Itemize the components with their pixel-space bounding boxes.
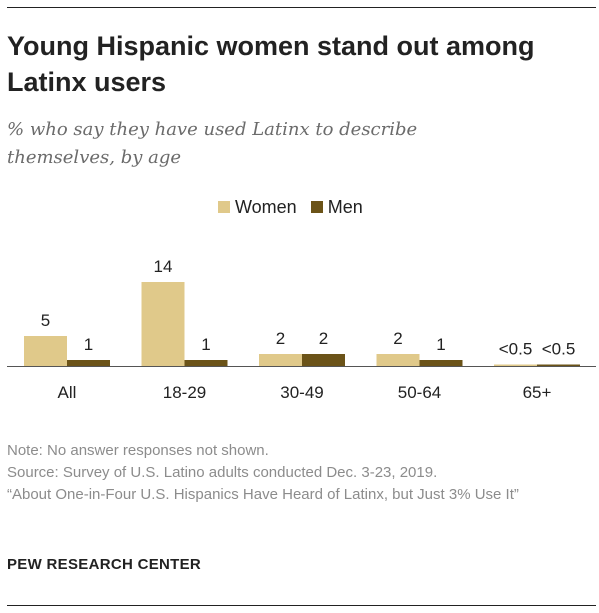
bottom-rule: [7, 605, 596, 606]
data-label-men-30-49: 2: [319, 329, 328, 348]
top-rule: [7, 7, 596, 8]
pew-logo-text: PEW RESEARCH CENTER: [7, 556, 202, 573]
category-label-all: All: [58, 383, 77, 402]
bar-men-all: [67, 360, 110, 366]
chart-subtitle: % who say they have used Latinx to descr…: [7, 119, 418, 168]
bar-men-18-29: [184, 360, 228, 366]
legend-item-men: Men: [310, 196, 363, 218]
chart-title: Young Hispanic women stand out among Lat…: [7, 31, 535, 97]
data-label-men-all: 1: [84, 335, 93, 354]
bar-chart: 5 1 All 14 1 18-29 2 2 30-49 2 1 50-64 <0.5 <0.5 65+: [7, 257, 596, 402]
report-title: “About One-in-Four U.S. Hispanics Have H…: [7, 486, 519, 503]
legend-label-men: Men: [327, 196, 363, 217]
category-label-50-64: 50-64: [398, 383, 441, 402]
legend-swatch-women: [218, 201, 230, 213]
chart-notes: Note: No answer responses not shown. Sou…: [7, 440, 597, 506]
bar-men-50-64: [419, 360, 463, 366]
legend-item-women: Women: [218, 197, 297, 218]
bar-women-50-64: [376, 354, 420, 366]
bar-men-65+: [537, 364, 580, 366]
category-label-65+: 65+: [523, 383, 552, 402]
data-label-women-50-64: 2: [393, 329, 402, 348]
data-label-men-50-64: 1: [436, 335, 445, 354]
data-label-women-18-29: 14: [154, 257, 173, 276]
legend-swatch-men: [310, 201, 323, 213]
note-text: Note: No answer responses not shown.: [7, 442, 269, 459]
data-label-women-65+: <0.5: [499, 340, 533, 359]
bar-women-30-49: [259, 354, 302, 366]
bar-men-30-49: [302, 354, 345, 366]
data-label-women-30-49: 2: [276, 329, 285, 348]
data-label-men-65+: <0.5: [542, 340, 576, 359]
category-label-18-29: 18-29: [163, 383, 206, 402]
bar-women-65+: [494, 364, 537, 366]
data-label-women-all: 5: [41, 311, 50, 330]
bar-women-18-29: [141, 282, 185, 366]
legend-label-women: Women: [235, 196, 297, 217]
bar-women-all: [24, 336, 67, 366]
data-label-men-18-29: 1: [201, 335, 210, 354]
category-label-30-49: 30-49: [280, 383, 323, 402]
source-text: Source: Survey of U.S. Latino adults con…: [7, 464, 438, 481]
legend: Women Men: [218, 194, 377, 220]
